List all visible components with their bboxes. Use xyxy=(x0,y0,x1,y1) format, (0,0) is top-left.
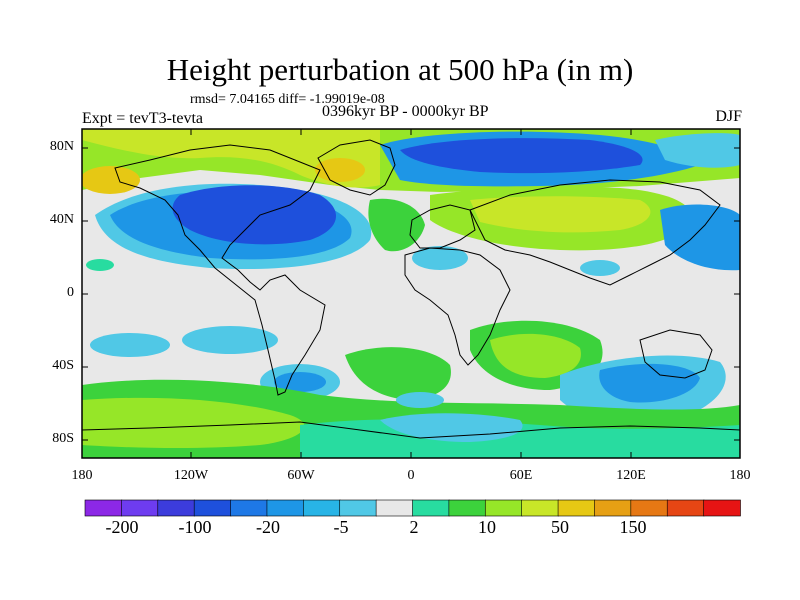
north-yellow-region xyxy=(82,129,380,188)
america-deep-blue-core xyxy=(172,185,337,245)
lon-label: 120E xyxy=(616,468,646,483)
colorbar xyxy=(84,499,741,517)
colorbar-swatch xyxy=(157,499,195,517)
colorbar-label: -100 xyxy=(178,517,212,537)
australia-outline xyxy=(639,329,713,379)
india-light-blue xyxy=(580,260,620,276)
lat-label: 80S xyxy=(52,431,74,446)
south-light-blue-speckle xyxy=(396,392,444,408)
experiment-label: Expt = tevT3-tevta xyxy=(82,110,203,127)
coastlines xyxy=(82,139,740,439)
colorbar-label: 10 xyxy=(478,517,496,537)
indian-ocean-yellow-green xyxy=(490,333,581,378)
colorbar-swatch xyxy=(375,499,414,517)
colorbar-label: -20 xyxy=(256,517,280,537)
south-atlantic-green xyxy=(345,347,451,400)
asia-outline xyxy=(469,179,721,286)
colorbar-label: -5 xyxy=(333,517,349,537)
north-pacific-light-blue xyxy=(655,133,740,168)
eurasia-yellow-core xyxy=(470,196,651,233)
atlantic-green-patch xyxy=(368,198,425,252)
lon-label: 180 xyxy=(729,468,751,483)
africa-outline xyxy=(404,247,511,366)
colorbar-swatch xyxy=(339,499,377,517)
colorbar-label: 150 xyxy=(619,517,647,537)
antarctic-light-blue-patch xyxy=(380,413,523,442)
colorbar-swatch xyxy=(303,499,341,517)
lon-label: 60E xyxy=(509,468,533,483)
colorbar-swatch xyxy=(266,499,305,517)
season-label: DJF xyxy=(715,108,742,125)
axis-ticks xyxy=(82,129,740,458)
chart-title: Height perturbation at 500 hPa (in m) xyxy=(166,52,634,87)
americas-outline xyxy=(114,144,326,396)
orange-patch-west xyxy=(82,166,140,194)
lat-label: 40N xyxy=(49,212,74,227)
lon-label: 120W xyxy=(173,468,209,483)
colorbar-swatch xyxy=(193,499,232,517)
colorbar-label: -200 xyxy=(105,517,139,537)
colorbar-swatch xyxy=(703,499,741,517)
colorbar-label: 50 xyxy=(551,517,569,537)
colorbar-swatch xyxy=(557,499,596,517)
lat-label: 40S xyxy=(52,358,74,373)
colorbar-swatch xyxy=(484,499,523,517)
lon-label: 0 xyxy=(407,468,415,483)
colorbar-swatch xyxy=(448,499,487,517)
period-label: 0396kyr BP - 0000kyr BP xyxy=(322,103,489,120)
lon-label: 60W xyxy=(287,468,315,483)
colorbar-swatch xyxy=(121,499,159,517)
south-pacific-light-blue-a xyxy=(90,333,170,357)
colorbar-swatch xyxy=(630,499,669,517)
arctic-deep-blue-core xyxy=(400,138,643,174)
colorbar-swatch xyxy=(521,499,559,517)
sahara-light-blue xyxy=(412,246,468,270)
colorbar-swatch xyxy=(230,499,268,517)
colorbar-label: 2 xyxy=(409,517,419,537)
lat-label: 0 xyxy=(67,285,74,300)
colorbar-swatch xyxy=(84,499,123,517)
lon-label: 180 xyxy=(71,468,93,483)
south-pacific-light-blue-b xyxy=(182,326,278,354)
colorbar-swatch xyxy=(412,499,450,517)
colorbar-swatch xyxy=(666,499,705,517)
south-indian-blue-core xyxy=(599,363,700,403)
antarctica-outline xyxy=(82,421,740,439)
south-west-yellow-green xyxy=(82,397,305,449)
europe-outline xyxy=(409,204,476,249)
stats-text: rmsd= 7.04165 diff= -1.99019e-08 xyxy=(190,92,385,107)
map-plot-area xyxy=(82,129,740,458)
orange-patch-atlantic xyxy=(315,158,365,182)
lat-label: 80N xyxy=(49,139,74,154)
colorbar-swatch xyxy=(594,499,632,517)
pacific-teal-patch xyxy=(86,259,114,271)
west-pacific-blue xyxy=(660,204,740,271)
greenland-outline xyxy=(317,139,396,196)
